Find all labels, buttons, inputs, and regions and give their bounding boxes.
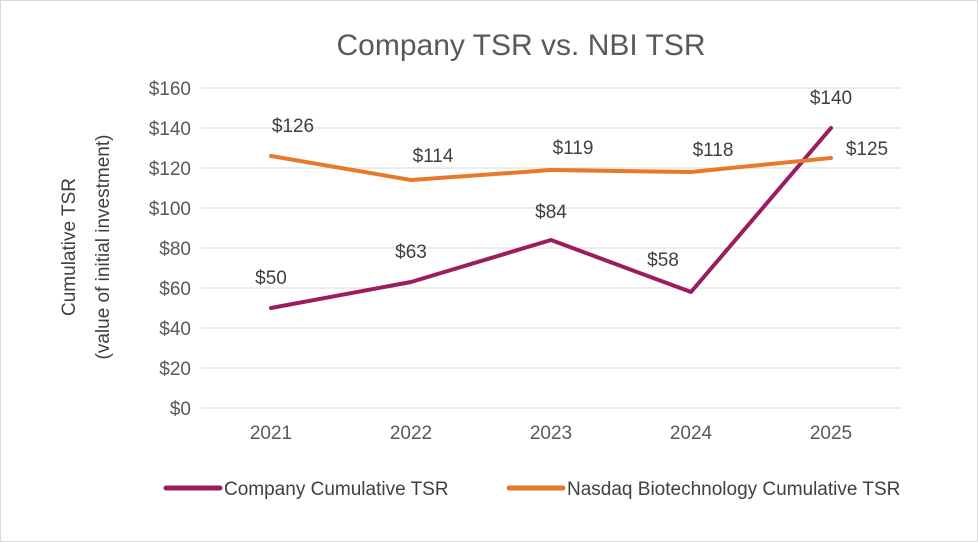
data-label: $119 bbox=[553, 138, 594, 159]
data-label: $125 bbox=[846, 139, 888, 160]
y-tick-label: $160 bbox=[149, 79, 191, 100]
data-label: $126 bbox=[272, 116, 314, 137]
x-tick-label: 2022 bbox=[390, 423, 432, 444]
grid bbox=[201, 87, 901, 409]
data-label: $140 bbox=[810, 88, 852, 109]
x-tick-label: 2024 bbox=[670, 423, 713, 444]
data-label: $114 bbox=[413, 146, 454, 167]
legend-label: Nasdaq Biotechnology Cumulative TSR bbox=[567, 479, 900, 500]
data-label: $50 bbox=[255, 268, 287, 289]
y-axis: $0 $20 $40 $60 $80 $100 $120 $140 $160 bbox=[149, 79, 191, 420]
data-label: $58 bbox=[647, 250, 679, 271]
chart-title: Company TSR vs. NBI TSR bbox=[337, 29, 706, 62]
y-tick-label: $60 bbox=[159, 279, 191, 300]
data-label: $63 bbox=[395, 242, 427, 263]
y-tick-label: $100 bbox=[149, 199, 191, 220]
y-tick-label: $40 bbox=[159, 319, 191, 340]
data-label: $118 bbox=[693, 140, 734, 161]
legend-label: Company Cumulative TSR bbox=[224, 479, 449, 500]
legend: Company Cumulative TSR Nasdaq Biotechnolo… bbox=[163, 479, 900, 500]
y-tick-label: $20 bbox=[159, 359, 191, 380]
y-tick-label: $120 bbox=[149, 159, 191, 180]
y-axis-label-line-2: (value of initial investment) bbox=[93, 135, 114, 360]
series-line bbox=[269, 154, 833, 182]
series-group bbox=[269, 126, 833, 310]
x-axis: 2021 2022 2023 2024 2025 bbox=[250, 423, 852, 444]
x-tick-label: 2021 bbox=[250, 423, 292, 444]
x-tick-label: 2025 bbox=[810, 423, 852, 444]
y-tick-label: $140 bbox=[149, 119, 191, 140]
y-tick-label: $80 bbox=[159, 239, 191, 260]
data-label: $84 bbox=[535, 202, 567, 223]
data-labels: $50 $63 $84 $58 $140 $126 $114 $119 $118 $125 bbox=[255, 88, 888, 289]
y-tick-label: $0 bbox=[170, 399, 191, 420]
y-axis-label: Cumulative TSR (value of initial investm… bbox=[59, 135, 114, 360]
y-axis-label-line-1: Cumulative TSR bbox=[59, 178, 80, 316]
series-line bbox=[269, 126, 833, 310]
x-tick-label: 2023 bbox=[530, 423, 572, 444]
